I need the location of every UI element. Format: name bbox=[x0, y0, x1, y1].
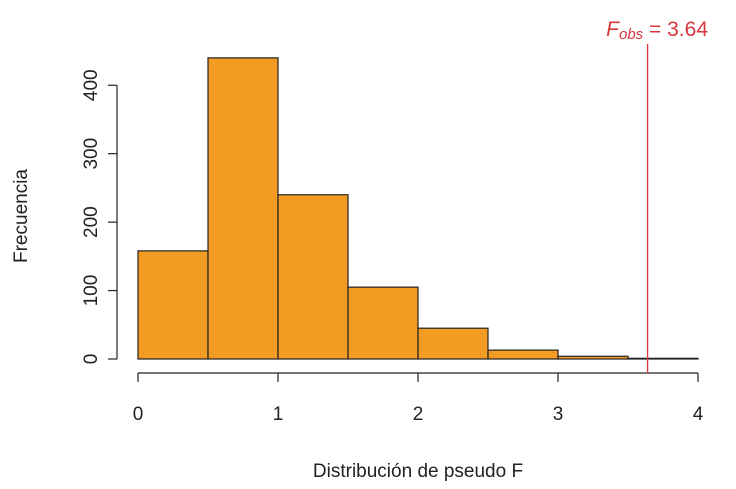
histogram-bar-5 bbox=[487, 349, 559, 360]
reference-line-label: Fobs = 3.64 bbox=[606, 18, 708, 43]
bars-group bbox=[137, 57, 699, 360]
x-tick-label-0: 0 bbox=[133, 404, 144, 425]
reference-line-group: Fobs = 3.64 bbox=[606, 18, 708, 373]
y-tick-label-3: 300 bbox=[81, 138, 102, 170]
reference-label-value: = 3.64 bbox=[643, 18, 708, 41]
x-tick-label-1: 1 bbox=[273, 404, 284, 425]
x-axis: 0 1 2 3 4 bbox=[133, 372, 704, 425]
reference-label-subscript: obs bbox=[619, 26, 644, 43]
reference-label-symbol: F bbox=[606, 18, 620, 41]
histogram-bar-7 bbox=[627, 357, 699, 360]
histogram-bar-3 bbox=[347, 286, 419, 360]
x-tick-label-3: 3 bbox=[553, 404, 564, 425]
histogram-bar-6 bbox=[557, 355, 629, 360]
x-tick-label-4: 4 bbox=[693, 404, 704, 425]
histogram-bar-2 bbox=[277, 194, 349, 360]
histogram-bar-1 bbox=[207, 57, 279, 360]
y-axis: 0 100 200 300 400 bbox=[81, 69, 118, 365]
y-tick-label-0: 0 bbox=[81, 354, 102, 365]
y-axis-title: Frecuencia bbox=[11, 169, 32, 263]
x-axis-title: Distribución de pseudo F bbox=[313, 461, 523, 482]
x-tick-label-2: 2 bbox=[413, 404, 424, 425]
histogram-bar-4 bbox=[417, 327, 489, 360]
y-tick-label-2: 200 bbox=[81, 206, 102, 238]
histogram-bar-0 bbox=[137, 250, 209, 360]
y-tick-label-4: 400 bbox=[81, 69, 102, 101]
y-tick-label-1: 100 bbox=[81, 275, 102, 307]
